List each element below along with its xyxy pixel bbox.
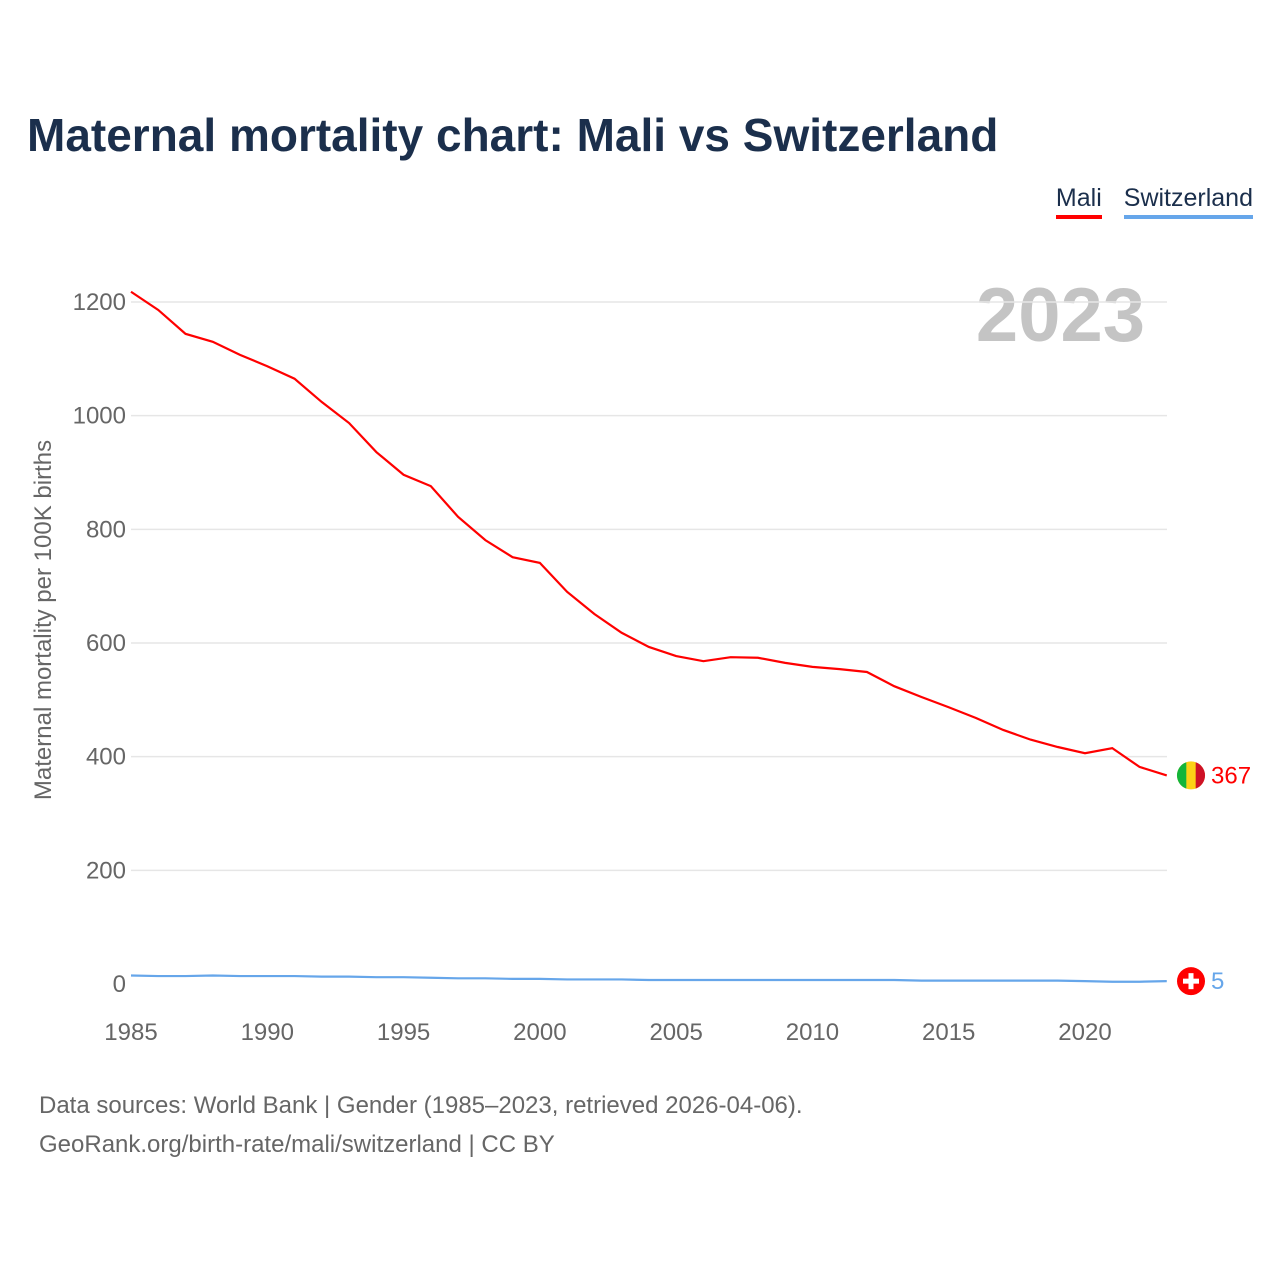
- y-tick-label: 0: [113, 971, 126, 998]
- mali-flag-green: [1176, 762, 1187, 789]
- x-tick-label: 1990: [241, 1019, 294, 1046]
- x-tick-label: 2020: [1058, 1019, 1111, 1046]
- swiss-cross-h: [1183, 978, 1199, 984]
- y-tick-label: 1000: [73, 403, 126, 430]
- footer: Data sources: World Bank | Gender (1985–…: [39, 1086, 803, 1164]
- end-label-switzerland: 5: [1211, 968, 1224, 995]
- x-tick-label: 2015: [922, 1019, 975, 1046]
- series-line-mali: [130, 290, 1168, 777]
- y-tick-label: 1200: [73, 289, 126, 316]
- series-line-switzerland: [130, 974, 1167, 983]
- legend-mali[interactable]: Mali: [1055, 184, 1102, 219]
- end-label-mali: 367: [1211, 762, 1251, 789]
- y-tick-label: 400: [86, 744, 126, 771]
- x-tick-label: 1995: [377, 1019, 430, 1046]
- x-tick-label: 2010: [786, 1019, 839, 1046]
- y-axis-label: Maternal mortality per 100K births: [30, 440, 57, 800]
- y-tick-label: 800: [86, 516, 126, 543]
- y-tick-label: 600: [86, 630, 126, 657]
- x-tick-label: 2000: [513, 1019, 566, 1046]
- chart-title: Maternal mortality chart: Mali vs Switze…: [27, 109, 999, 161]
- x-tick-label: 2005: [649, 1019, 702, 1046]
- mali-flag-red: [1195, 762, 1206, 789]
- x-tick-label: 1985: [104, 1019, 157, 1046]
- year-watermark: 2023: [976, 273, 1145, 358]
- footer-sources: Data sources: World Bank | Gender (1985–…: [39, 1092, 803, 1119]
- footer-link[interactable]: GeoRank.org/birth-rate/mali/switzerland …: [39, 1131, 555, 1158]
- y-tick-label: 200: [86, 857, 126, 884]
- legend-switzerland[interactable]: Switzerland: [1123, 184, 1253, 219]
- legend: Mali Switzerland: [1055, 184, 1253, 219]
